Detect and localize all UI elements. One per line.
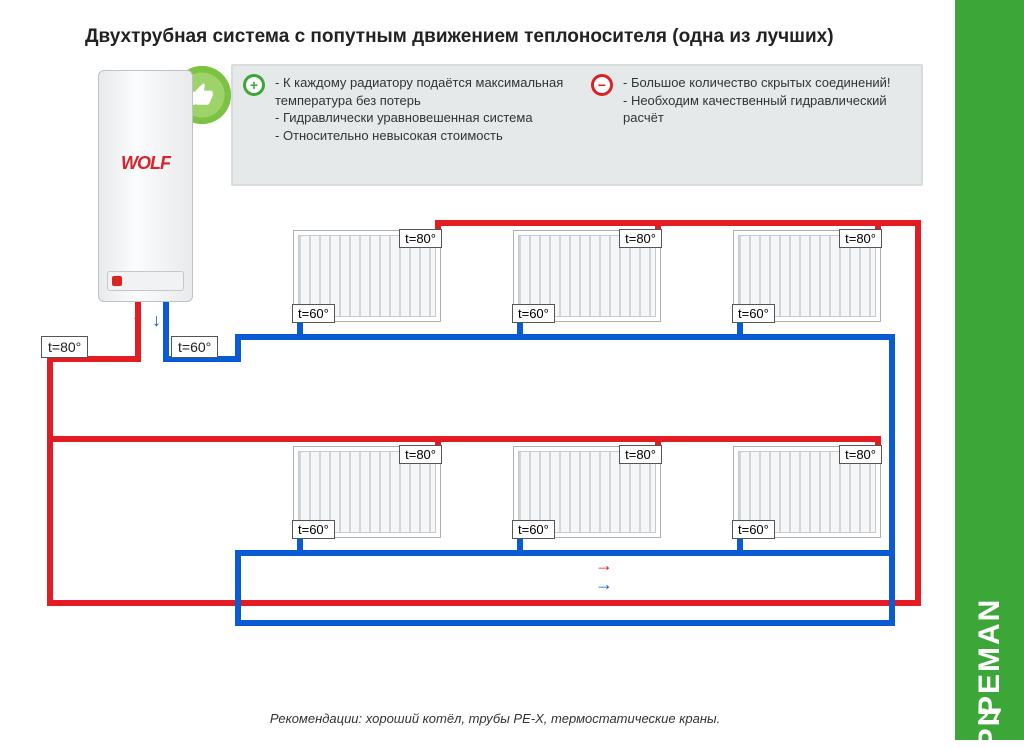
- radiator: t=80° t=60°: [293, 446, 441, 538]
- rad-return-temp: t=60°: [512, 304, 555, 323]
- rad-supply-temp: t=80°: [399, 445, 442, 464]
- rad-supply-temp: t=80°: [839, 445, 882, 464]
- return-pipe: [235, 334, 895, 340]
- radiator: t=80° t=60°: [733, 446, 881, 538]
- return-pipe: [163, 302, 169, 362]
- con-item: - Большое количество скрытых соединений!: [623, 74, 913, 92]
- rad-return-temp: t=60°: [292, 520, 335, 539]
- flow-down-icon: ↓: [152, 310, 161, 331]
- boiler-return-temp: t=60°: [171, 336, 218, 358]
- radiator: t=80° t=60°: [513, 230, 661, 322]
- page-title: Двухтрубная система с попутным движением…: [85, 26, 834, 48]
- flow-right-icon: →: [595, 574, 613, 595]
- brand-sidebar: PIPEMAN 27: [955, 0, 1024, 740]
- boiler-supply-temp: t=80°: [41, 336, 88, 358]
- pros-cons-box: + - К каждому радиатору подаётся максима…: [231, 64, 923, 186]
- minus-icon: −: [591, 74, 613, 96]
- rad-supply-temp: t=80°: [399, 229, 442, 248]
- recommendation-text: Рекомендации: хороший котёл, трубы PE-X,…: [35, 711, 955, 726]
- rad-return-temp: t=60°: [732, 304, 775, 323]
- radiator: t=80° t=60°: [293, 230, 441, 322]
- return-pipe: [235, 550, 241, 626]
- pro-item: - Гидравлически уравновешенная система: [275, 109, 575, 127]
- rad-return-temp: t=60°: [292, 304, 335, 323]
- return-pipe: [235, 550, 895, 556]
- supply-pipe: [915, 220, 921, 606]
- con-item: - Необходим качественный гидравлический …: [623, 92, 913, 127]
- boiler-brand: WOLF: [99, 153, 192, 174]
- radiator: t=80° t=60°: [733, 230, 881, 322]
- rad-return-temp: t=60°: [512, 520, 555, 539]
- supply-pipe: [47, 436, 881, 442]
- heating-diagram: WOLF t=80° t=60° ↑ ↓ t=80° t=60° t=80° t…: [35, 200, 955, 660]
- page-number: 27: [955, 704, 1024, 730]
- boiler-control-panel: [107, 271, 184, 291]
- return-pipe: [235, 620, 895, 626]
- flow-up-icon: ↑: [132, 310, 141, 331]
- radiator: t=80° t=60°: [513, 446, 661, 538]
- supply-pipe: [435, 220, 921, 226]
- rad-supply-temp: t=80°: [839, 229, 882, 248]
- pros-list: - К каждому радиатору подаётся максималь…: [275, 74, 575, 144]
- pro-item: - К каждому радиатору подаётся максималь…: [275, 74, 575, 109]
- rad-supply-temp: t=80°: [619, 445, 662, 464]
- rad-return-temp: t=60°: [732, 520, 775, 539]
- return-pipe: [889, 334, 895, 626]
- supply-pipe: [47, 600, 921, 606]
- plus-icon: +: [243, 74, 265, 96]
- pro-item: - Относительно невысокая стоимость: [275, 127, 575, 145]
- rad-supply-temp: t=80°: [619, 229, 662, 248]
- boiler: WOLF: [98, 70, 193, 302]
- flow-right-icon: →: [595, 555, 613, 576]
- cons-list: - Большое количество скрытых соединений!…: [623, 74, 913, 127]
- supply-pipe: [47, 356, 53, 606]
